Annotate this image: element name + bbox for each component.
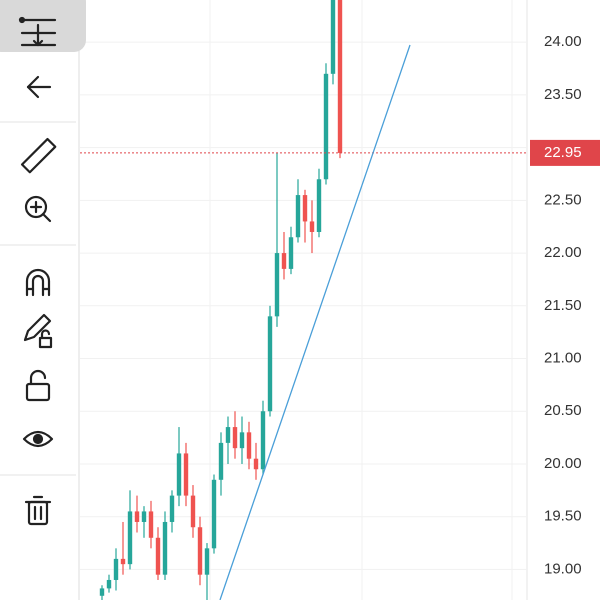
toggle-icon bbox=[18, 16, 57, 47]
delete-tool[interactable] bbox=[24, 495, 52, 526]
candle-body bbox=[337, 0, 343, 153]
y-tick-label: 22.50 bbox=[544, 191, 582, 208]
ruler-tool[interactable] bbox=[20, 137, 57, 174]
magnet-tool[interactable] bbox=[25, 268, 51, 297]
lock-drawing-tool[interactable] bbox=[23, 313, 53, 349]
tool-toggle[interactable] bbox=[0, 0, 86, 52]
last-price-box bbox=[530, 139, 600, 166]
candle-body bbox=[99, 588, 105, 596]
candle-body bbox=[316, 179, 322, 232]
zoom-tool[interactable] bbox=[24, 195, 52, 223]
candle-body bbox=[127, 511, 133, 565]
candle-body bbox=[197, 527, 203, 575]
y-tick-label: 21.50 bbox=[544, 297, 582, 314]
candle-body bbox=[218, 442, 224, 480]
y-tick-label: 21.00 bbox=[544, 349, 582, 366]
candle-body bbox=[113, 558, 119, 580]
back-button[interactable] bbox=[26, 75, 52, 99]
y-tick-label: 24.00 bbox=[544, 33, 582, 50]
y-tick-label: 23.50 bbox=[544, 86, 582, 103]
candle-body bbox=[204, 548, 210, 575]
y-tick-label: 20.00 bbox=[544, 455, 582, 472]
last-price-label: 22.95 bbox=[544, 144, 582, 161]
candle-body bbox=[141, 511, 147, 522]
y-tick-label: 22.00 bbox=[544, 244, 582, 261]
candle-body bbox=[106, 579, 112, 589]
candle-body bbox=[176, 453, 182, 496]
candle-body bbox=[260, 411, 266, 470]
candle-body bbox=[225, 427, 231, 443]
candle-body bbox=[302, 195, 308, 222]
toolbar bbox=[0, 0, 79, 600]
trend-line bbox=[219, 44, 411, 601]
candle-body bbox=[232, 427, 238, 449]
candle-body bbox=[309, 221, 315, 232]
candle-body bbox=[183, 453, 189, 496]
lock-tool[interactable] bbox=[25, 369, 51, 402]
candle-body bbox=[330, 0, 336, 74]
candle-body bbox=[239, 432, 245, 449]
candle-body bbox=[274, 253, 280, 317]
candle-body bbox=[267, 316, 273, 412]
chart-area: 19.00 19.50 20.00 20.50 21.00 21.50 22.00 22.50… bbox=[80, 0, 600, 602]
candle-body bbox=[155, 537, 161, 575]
candle-body bbox=[281, 253, 287, 269]
y-tick-label: 20.50 bbox=[544, 402, 582, 419]
candle-body bbox=[169, 495, 175, 522]
y-tick-label: 19.00 bbox=[544, 560, 582, 577]
candle-body bbox=[134, 511, 140, 522]
candle-body bbox=[162, 521, 168, 575]
candle-body bbox=[148, 511, 154, 538]
candle-body bbox=[120, 558, 126, 565]
candle-body bbox=[190, 495, 196, 528]
y-tick-label: 19.50 bbox=[544, 508, 582, 525]
candle-body bbox=[253, 458, 259, 470]
candle-body bbox=[295, 195, 301, 238]
visibility-tool[interactable] bbox=[22, 430, 54, 448]
candle-body bbox=[246, 432, 252, 459]
candle-body bbox=[211, 479, 217, 549]
candle-body bbox=[288, 237, 294, 269]
candle-body bbox=[323, 73, 329, 180]
